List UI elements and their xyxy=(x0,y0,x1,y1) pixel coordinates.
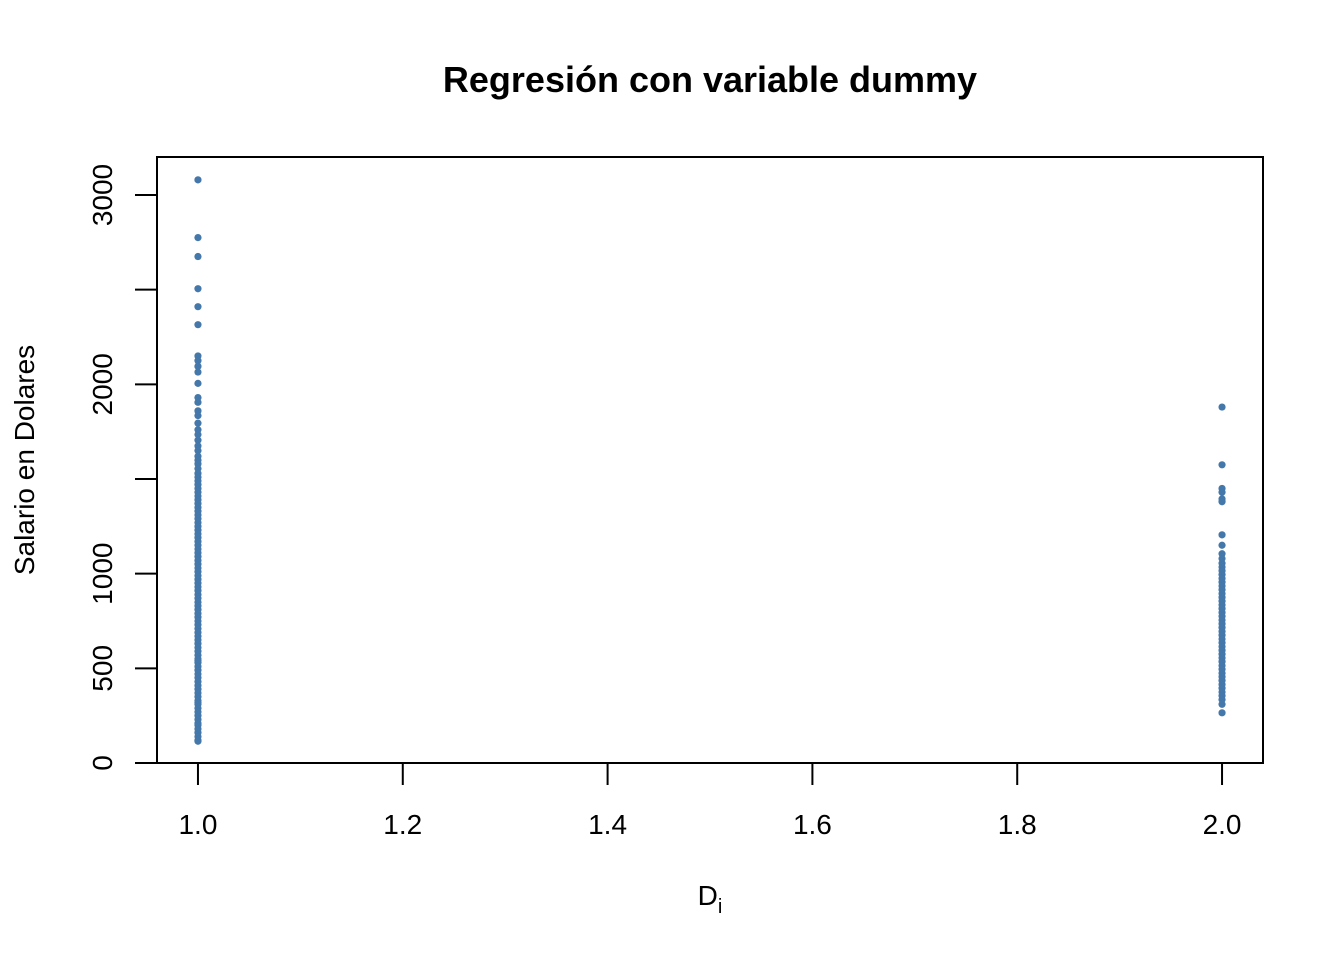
data-point xyxy=(194,303,202,311)
data-point xyxy=(194,368,202,376)
data-point xyxy=(194,430,202,439)
data-point xyxy=(1218,488,1226,496)
data-point xyxy=(194,357,202,365)
data-points xyxy=(194,176,1226,745)
data-point xyxy=(194,698,202,707)
data-point xyxy=(1218,709,1226,717)
data-point xyxy=(194,657,202,665)
data-point xyxy=(194,419,202,427)
data-point xyxy=(194,362,202,370)
y-tick-label: 0 xyxy=(87,755,118,771)
y-axis-label: Salario en Dolares xyxy=(9,345,40,575)
data-point xyxy=(194,285,202,293)
y-tick-label: 500 xyxy=(87,645,118,692)
y-tick-label: 2000 xyxy=(87,353,118,415)
x-axis-label: Di xyxy=(698,880,723,918)
data-point xyxy=(1218,541,1226,549)
data-point xyxy=(194,737,202,745)
x-tick-label: 1.6 xyxy=(793,809,832,840)
x-axis: 1.0 1.2 1.4 1.6 1.8 2.0 xyxy=(178,762,1242,840)
y-axis: 0 500 1000 2000 3000 xyxy=(87,164,158,771)
x-tick-label: 2.0 xyxy=(1203,809,1242,840)
x-axis-label-subscript: i xyxy=(718,896,722,918)
data-point xyxy=(1218,700,1226,708)
data-point xyxy=(194,176,202,184)
data-point xyxy=(1218,498,1226,506)
x-tick-label: 1.4 xyxy=(588,809,627,840)
x-tick-label: 1.2 xyxy=(383,809,422,840)
data-point xyxy=(194,411,202,420)
x-tick-label: 1.8 xyxy=(998,809,1037,840)
data-point xyxy=(194,234,202,242)
data-point xyxy=(1218,461,1226,469)
data-point xyxy=(194,447,202,455)
data-point xyxy=(1218,403,1226,411)
data-point xyxy=(194,436,202,444)
data-point xyxy=(194,321,202,329)
plot-frame xyxy=(156,156,1264,764)
chart-title: Regresión con variable dummy xyxy=(443,59,977,100)
y-tick-label: 1000 xyxy=(87,543,118,605)
data-point xyxy=(194,252,202,261)
x-tick-label: 1.0 xyxy=(178,809,217,840)
y-tick-label: 3000 xyxy=(87,164,118,226)
data-point xyxy=(194,379,202,387)
data-point xyxy=(1218,531,1226,539)
x-axis-label-main: D xyxy=(698,880,718,911)
data-point xyxy=(194,398,202,406)
